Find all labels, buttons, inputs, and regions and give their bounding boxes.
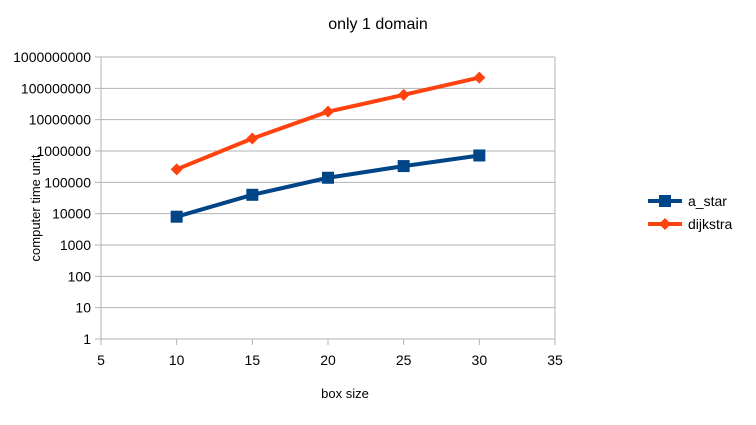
x-tick-label: 5: [97, 352, 105, 368]
series-a_star: [170, 149, 486, 223]
x-axis-title: box size: [321, 386, 369, 401]
x-tick-label: 10: [169, 352, 185, 368]
axes: [95, 56, 556, 345]
grid-lines: [101, 56, 555, 340]
y-tick-label: 1000000: [36, 143, 91, 159]
y-tick-label: 10000: [52, 206, 91, 222]
data-point-dijkstra: [246, 132, 259, 145]
y-tick-label: 1: [83, 331, 91, 347]
legend-entry-dijkstra: dijkstra: [648, 216, 733, 232]
legend: a_star dijkstra: [648, 193, 733, 232]
data-series: [170, 71, 486, 223]
x-tick-label: 25: [396, 352, 412, 368]
data-point-a_star: [322, 171, 334, 184]
chart-title: only 1 domain: [328, 16, 428, 33]
data-point-dijkstra: [397, 88, 410, 101]
legend-label: a_star: [688, 193, 727, 209]
data-point-a_star: [246, 188, 259, 201]
y-tick-label: 10000000: [29, 112, 92, 128]
legend-label: dijkstra: [688, 216, 733, 232]
tick-labels: 1 10 100 1000 10000 100000 1000000 10000000 1000…: [13, 49, 563, 368]
legend-entry-a_star: a_star: [648, 193, 727, 209]
series-line-dijkstra: [175, 75, 480, 172]
data-point-a_star: [397, 160, 410, 173]
data-point-a_star: [473, 149, 486, 162]
y-tick-label: 1000000000: [13, 49, 91, 65]
data-point-dijkstra: [473, 71, 486, 84]
y-tick-label: 1000: [60, 237, 91, 253]
y-axis-title: computer time unit: [28, 154, 43, 261]
data-point-dijkstra: [322, 105, 334, 118]
legend-marker: [659, 195, 671, 207]
y-tick-label: 100000000: [21, 80, 91, 96]
y-tick-label: 100000: [44, 174, 91, 190]
series-dijkstra: [170, 71, 486, 176]
x-tick-label: 20: [320, 352, 336, 368]
y-tick-label: 100: [68, 268, 92, 284]
series-line-a_star: [176, 153, 480, 219]
legend-marker: [659, 218, 671, 230]
x-tick-label: 15: [245, 352, 261, 368]
data-point-dijkstra: [170, 163, 183, 176]
x-tick-label: 30: [472, 352, 488, 368]
x-tick-label: 35: [547, 352, 563, 368]
data-point-a_star: [170, 210, 183, 223]
y-tick-label: 10: [75, 300, 91, 316]
